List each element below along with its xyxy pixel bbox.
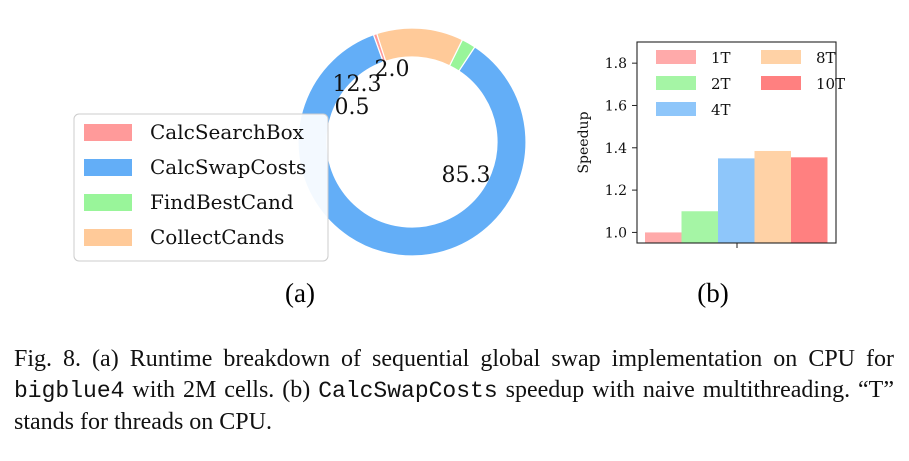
panel-label-b: (b) — [697, 278, 728, 308]
y-tick-label: 1.4 — [605, 141, 627, 157]
legend-box — [73, 113, 329, 262]
bar-10t — [791, 157, 828, 243]
y-axis-label: Speedup — [576, 111, 592, 173]
legend-label: FindBestCand — [150, 190, 294, 214]
legend-swatch-1t — [656, 50, 696, 64]
figure: 0.5 85.3 2.012.3 CalcSearchBox CalcSwapCost… — [73, 27, 845, 308]
bar-1t — [645, 232, 682, 243]
caption-fig-number: Fig. 8. — [14, 346, 82, 372]
figure-caption: Fig. 8. (a) Runtime breakdown of sequent… — [14, 344, 894, 438]
legend-label: CalcSwapCosts — [150, 155, 306, 179]
caption-code-2: CalcSwapCosts — [318, 378, 498, 404]
panel-label-a: (a) — [285, 278, 315, 308]
legend-label-4t: 4T — [711, 101, 731, 119]
donut-legend: CalcSearchBox CalcSwapCosts FindBestCand Co… — [73, 113, 329, 262]
legend-swatch — [84, 194, 132, 211]
legend-label-10t: 10T — [816, 75, 845, 93]
legend-swatch-8t — [761, 50, 801, 64]
donut-value-label: 0.5 — [335, 95, 370, 120]
speedup-bar-chart: 1.0 1.2 1.4 1.6 1.8 Speedup 1T 2T 4T 8T 10T — [576, 41, 845, 248]
legend-swatch — [84, 124, 132, 141]
legend-swatch — [84, 229, 132, 246]
caption-text-1: (a) Runtime breakdown of sequential glob… — [81, 346, 894, 372]
legend-label: CalcSearchBox — [150, 120, 305, 144]
donut-value-label: 12.3 — [333, 72, 382, 97]
bar-4t — [718, 158, 755, 243]
caption-text-2: with 2M cells. (b) — [124, 377, 319, 403]
legend-swatch-10t — [761, 76, 801, 90]
y-tick-label: 1.2 — [605, 183, 627, 199]
legend-swatch — [84, 159, 132, 176]
legend-swatch-2t — [656, 76, 696, 90]
legend-label-2t: 2T — [711, 75, 731, 93]
donut-value-label: 85.3 — [442, 163, 491, 188]
legend-label-8t: 8T — [816, 49, 836, 67]
legend-label-1t: 1T — [711, 49, 731, 67]
y-tick-label: 1.6 — [605, 98, 627, 114]
bar-2t — [681, 211, 718, 243]
legend-swatch-4t — [656, 102, 696, 116]
caption-code-1: bigblue4 — [14, 378, 125, 404]
caption-text-3: speedup with naive multithreading. “T” s… — [14, 377, 894, 435]
bar-8t — [754, 150, 791, 243]
y-tick-label: 1.0 — [605, 225, 627, 241]
donut-chart: 0.5 85.3 2.012.3 — [297, 27, 527, 257]
donut-value-label: 2.0 — [375, 57, 410, 82]
donut-slice-calcswapcosts — [297, 33, 527, 257]
donut-slice-collectcands — [376, 27, 464, 67]
y-tick-label: 1.8 — [605, 56, 627, 72]
legend-label: CollectCands — [150, 225, 284, 249]
